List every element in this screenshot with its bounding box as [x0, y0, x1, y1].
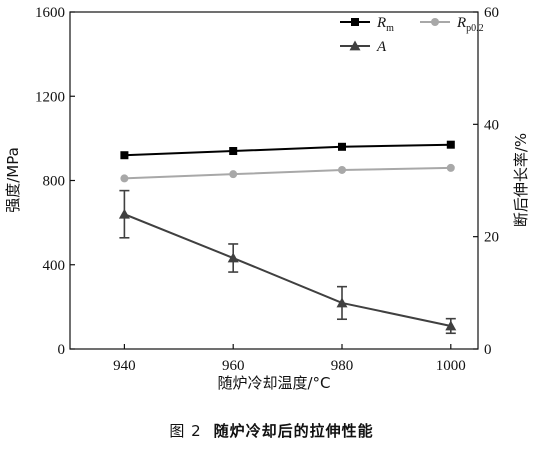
figure-number: 图 2 [169, 422, 202, 440]
y-tick-label: 400 [43, 258, 66, 274]
y2-tick-label: 20 [484, 230, 499, 246]
x-tick-label: 960 [222, 358, 245, 374]
data-point [229, 147, 238, 156]
legend-item: Rm [340, 15, 394, 34]
data-point [336, 297, 348, 308]
x-tick-label: 940 [113, 358, 136, 374]
series-layer [118, 140, 457, 335]
series-rp02 [120, 163, 455, 183]
data-point [229, 170, 238, 179]
legend-label: Rp0.2 [456, 15, 484, 34]
legend-marker [351, 18, 359, 26]
figure-caption-text: 随炉冷却后的拉伸性能 [213, 422, 374, 440]
x-tick-label: 1000 [436, 358, 466, 374]
figure-caption: 图 2 随炉冷却后的拉伸性能 [0, 420, 539, 441]
y2-tick-label: 40 [484, 117, 499, 133]
y-axis-label-left: 强度/MPa [4, 147, 22, 213]
data-point [338, 165, 346, 174]
y2-tick-label: 60 [484, 5, 499, 21]
x-axis-label: 随炉冷却温度/°C [217, 374, 330, 392]
series-a [118, 189, 457, 335]
data-point [338, 142, 346, 151]
data-point [446, 163, 455, 172]
y-axis-label-right: 断后伸长率/% [512, 133, 530, 227]
legend-marker [349, 40, 361, 51]
legend-label: A [376, 39, 387, 55]
y-tick-label: 1600 [35, 5, 65, 21]
legend-label-subscript: p0.2 [466, 23, 484, 34]
data-point [227, 252, 239, 263]
series-line [124, 213, 452, 327]
axis-ticks: 940 960 980 1000 0 400 800 1200 1600 0 20 40 60 [35, 5, 499, 374]
x-tick-label: 980 [331, 358, 354, 374]
data-point [446, 140, 455, 149]
y-tick-label: 1200 [35, 89, 65, 105]
plot-frame [69, 11, 479, 350]
y-tick-label: 0 [58, 342, 66, 358]
y2-tick-label: 0 [484, 342, 492, 358]
data-point [445, 320, 457, 331]
legend: Rm Rp0.2 A [340, 15, 484, 55]
data-point [120, 174, 129, 183]
y-tick-label: 800 [43, 174, 66, 190]
data-point [118, 208, 130, 219]
legend-item: A [340, 39, 387, 55]
legend-marker [431, 18, 439, 26]
series-line [124, 143, 451, 157]
legend-item: Rp0.2 [420, 15, 484, 34]
series-rm [120, 140, 455, 160]
series-line [124, 166, 451, 180]
data-point [120, 151, 129, 160]
legend-label: Rm [376, 15, 394, 34]
legend-label-subscript: m [386, 23, 394, 34]
